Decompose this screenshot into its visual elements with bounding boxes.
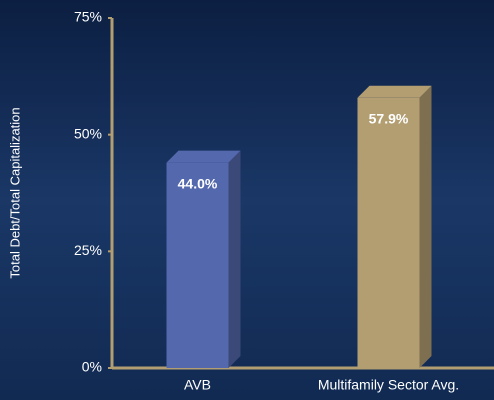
bar [357, 97, 420, 369]
value-label: 57.9% [369, 111, 409, 127]
value-label: 44.0% [178, 175, 218, 191]
bar-side [228, 150, 241, 368]
bar-top [357, 85, 432, 98]
y-tick-label: 0% [82, 359, 102, 375]
y-tick-label: 25% [74, 242, 102, 258]
bar [166, 162, 229, 368]
bar-top [166, 150, 241, 163]
y-tick-label: 75% [74, 9, 102, 25]
x-tick-label: AVB [184, 377, 211, 393]
bar-side [419, 85, 432, 369]
y-axis-label: Total Debt/Total Capitalization [7, 107, 22, 278]
y-tick-label: 50% [74, 125, 102, 141]
x-tick-label: Multifamily Sector Avg. [318, 377, 459, 393]
